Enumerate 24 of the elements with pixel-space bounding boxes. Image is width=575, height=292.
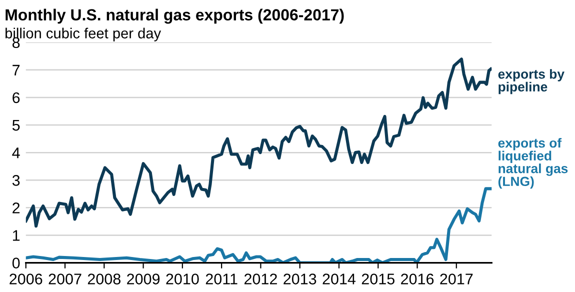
chart-title: Monthly U.S. natural gas exports (2006-2017) [6, 8, 344, 24]
y-tick-label: 2 [12, 202, 20, 214]
x-tick-label: 2013 [284, 274, 316, 284]
x-tick-label: 2010 [166, 274, 199, 284]
x-tick-label: 2009 [127, 274, 160, 284]
line-series [26, 58, 492, 228]
series-label: exports by pipeline [498, 69, 564, 94]
x-tick-label: 2011 [206, 274, 238, 284]
y-tick-label: 1 [12, 230, 20, 241]
y-tick-label: 0 [12, 258, 20, 268]
x-tick-label: 2012 [244, 274, 277, 284]
x-tick-label: 2017 [440, 274, 473, 284]
series-label: exports of liquefied natural gas (LNG) [498, 138, 568, 189]
x-tick-label: 2014 [322, 274, 356, 284]
y-tick-label: 5 [12, 120, 20, 131]
x-tick-label: 2015 [362, 274, 394, 284]
x-tick-label: 2016 [401, 274, 434, 284]
x-tick-label: 2008 [88, 274, 120, 284]
x-tick-label: 2006 [10, 274, 42, 284]
x-tick-label: 2007 [48, 274, 82, 284]
y-tick-label: 4 [12, 148, 20, 158]
y-tick-label: 3 [12, 174, 20, 186]
y-tick-label: 6 [12, 92, 20, 104]
y-tick-label: 7 [12, 64, 20, 76]
